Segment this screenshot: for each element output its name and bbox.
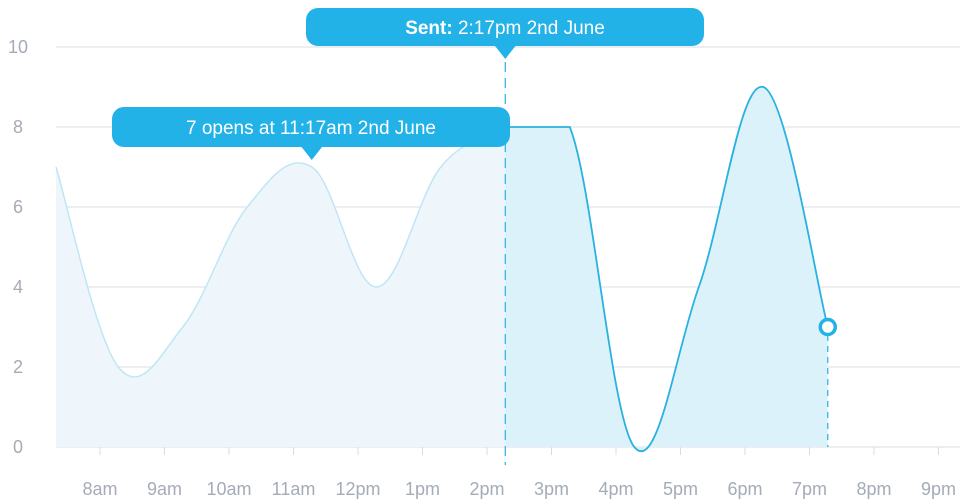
series-line-after-send (505, 86, 829, 452)
sent-tooltip-pointer (494, 45, 517, 59)
x-tick-label: 5pm (663, 479, 698, 499)
hover-tooltip-text: 7 opens at 11:17am 2nd June (186, 118, 436, 139)
x-tick-label: 6pm (727, 479, 762, 499)
y-tick-label: 8 (13, 117, 23, 137)
sent-label-bold: Sent: (405, 18, 453, 39)
series-line-before-send (55, 126, 506, 378)
sent-tooltip-text: Sent: 2:17pm 2nd June (405, 18, 605, 39)
x-tick-label: 7pm (792, 479, 827, 499)
y-tick-label: 0 (13, 437, 23, 457)
x-tick-label: 9am (147, 479, 182, 499)
area-fill-after-send (505, 86, 828, 452)
area-layer (55, 86, 829, 452)
hover-tooltip: 7 opens at 11:17am 2nd June (112, 107, 510, 160)
x-tick-label: 10am (206, 479, 251, 499)
hover-tooltip-bubble (112, 107, 510, 147)
sent-tooltip: Sent: 2:17pm 2nd June (306, 8, 704, 59)
current-point-marker[interactable] (818, 317, 838, 337)
y-tick-label: 6 (13, 197, 23, 217)
x-tick-label: 9pm (921, 479, 956, 499)
axis-layer: 0 2 4 6 8 10 8am 9am 10am 11am 12pm 1pm 2pm 3pm 4pm 5pm… (8, 37, 956, 499)
y-tick-label: 10 (8, 37, 28, 57)
x-tick-label: 8am (82, 479, 117, 499)
x-tick-label: 2pm (469, 479, 504, 499)
x-tick-label: 1pm (405, 479, 440, 499)
hover-tooltip-pointer (300, 146, 323, 160)
x-tick-label: 11am (272, 479, 316, 499)
y-tick-label: 2 (13, 357, 23, 377)
x-tick-label: 8pm (856, 479, 891, 499)
x-tick-label: 4pm (598, 479, 633, 499)
sent-label-rest: 2:17pm 2nd June (453, 18, 605, 39)
x-tick-label: 12pm (335, 479, 380, 499)
area-fill-before-send (56, 127, 506, 447)
y-tick-label: 4 (13, 277, 23, 297)
sent-tooltip-bubble (306, 8, 704, 46)
x-tick-label: 3pm (534, 479, 569, 499)
tooltip-layer: Sent: 2:17pm 2nd June 7 opens at 11:17am … (112, 8, 704, 160)
